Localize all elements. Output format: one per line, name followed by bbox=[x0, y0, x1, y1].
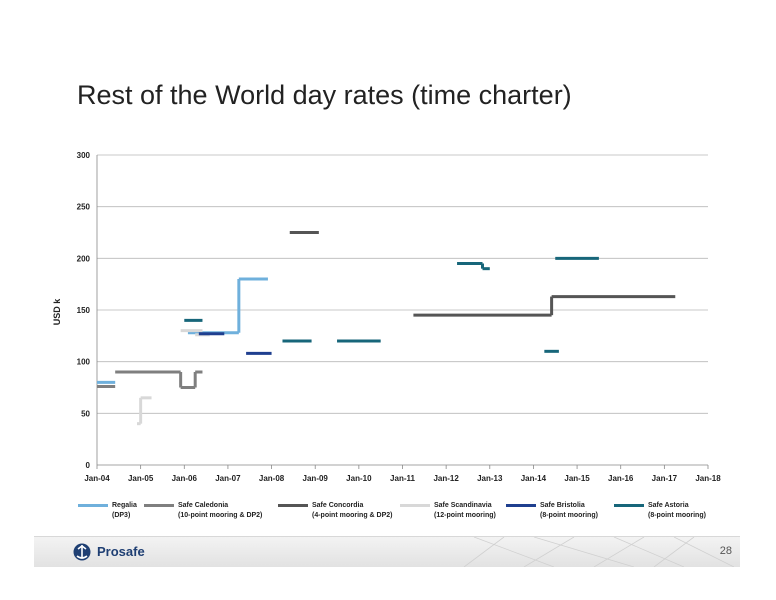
y-tick-label: 150 bbox=[77, 306, 91, 315]
legend-series-subtitle: (12-point mooring) bbox=[434, 512, 496, 519]
legend-series-subtitle: (8-point mooring) bbox=[648, 512, 706, 519]
y-tick-label: 200 bbox=[77, 254, 91, 263]
series-safe-astoria bbox=[184, 256, 599, 353]
legend-series-name: Safe Bristolia bbox=[540, 502, 585, 509]
grid-layer bbox=[97, 154, 708, 466]
x-tick-label: Jan-14 bbox=[521, 474, 547, 483]
page-number: 28 bbox=[719, 545, 732, 557]
legend-series-name: Safe Caledonia bbox=[178, 502, 229, 509]
y-tick-label: 100 bbox=[77, 358, 91, 367]
x-tick-label: Jan-15 bbox=[564, 474, 590, 483]
legend-series-subtitle: (8-point mooring) bbox=[540, 512, 598, 519]
y-tick-label: 0 bbox=[86, 461, 91, 470]
prosafe-logo-icon bbox=[73, 543, 91, 561]
x-tick-label: Jan-07 bbox=[215, 474, 241, 483]
x-tick-label: Jan-11 bbox=[390, 474, 415, 483]
y-tick-label: 250 bbox=[77, 203, 91, 212]
slide-title: Rest of the World day rates (time charte… bbox=[77, 80, 572, 110]
legend-series-subtitle: (4-point mooring & DP2) bbox=[312, 512, 393, 519]
series-safe-concordia bbox=[289, 231, 676, 317]
logo-text: Prosafe bbox=[97, 544, 145, 559]
legend-series-name: Safe Astoria bbox=[648, 502, 689, 509]
footer-decoration bbox=[463, 537, 735, 567]
chart-legend: Regalia (DP3) Safe Caledonia (10-point moor… bbox=[78, 501, 718, 527]
legend-series-name: Safe Scandinavia bbox=[434, 502, 492, 509]
x-tick-label: Jan-17 bbox=[652, 474, 678, 483]
x-tick-label: Jan-13 bbox=[477, 474, 503, 483]
y-axis-label: USD k bbox=[52, 298, 62, 326]
x-tick-label: Jan-09 bbox=[303, 474, 329, 483]
axis-layer: 0 50 100 150 200 250 300 Jan-04 Jan-05 Jan-06 Jan-… bbox=[77, 151, 722, 483]
legend-swatch bbox=[78, 504, 108, 507]
x-tick-label: Jan-16 bbox=[608, 474, 634, 483]
legend-swatch bbox=[614, 504, 644, 507]
legend-series-subtitle: (10-point mooring & DP2) bbox=[178, 512, 263, 519]
legend-swatch bbox=[400, 504, 430, 507]
x-tick-label: Jan-12 bbox=[433, 474, 459, 483]
series-safe-caledonia bbox=[97, 370, 203, 389]
x-tick-label: Jan-10 bbox=[346, 474, 372, 483]
legend-swatch bbox=[506, 504, 536, 507]
legend-series-subtitle: (DP3) bbox=[112, 512, 131, 519]
y-tick-label: 50 bbox=[81, 409, 90, 418]
series-safe-scandinavia bbox=[137, 329, 210, 426]
legend-series-name: Safe Concordia bbox=[312, 502, 364, 509]
legend-swatch bbox=[278, 504, 308, 507]
legend-series-name: Regalia bbox=[112, 502, 137, 509]
day-rates-chart: 0 50 100 150 200 250 300 Jan-04 Jan-05 Jan-06 Jan-… bbox=[52, 151, 722, 483]
x-tick-label: Jan-04 bbox=[84, 474, 110, 483]
x-tick-label: Jan-05 bbox=[128, 474, 154, 483]
legend-swatch bbox=[144, 504, 174, 507]
x-tick-label: Jan-06 bbox=[172, 474, 198, 483]
y-tick-label: 300 bbox=[77, 151, 91, 160]
x-tick-label: Jan-18 bbox=[695, 474, 721, 483]
footer-bar: Prosafe 28 bbox=[34, 536, 740, 567]
x-tick-label: Jan-08 bbox=[259, 474, 285, 483]
series-safe-bristolia bbox=[198, 332, 272, 355]
series-layer bbox=[97, 231, 676, 426]
